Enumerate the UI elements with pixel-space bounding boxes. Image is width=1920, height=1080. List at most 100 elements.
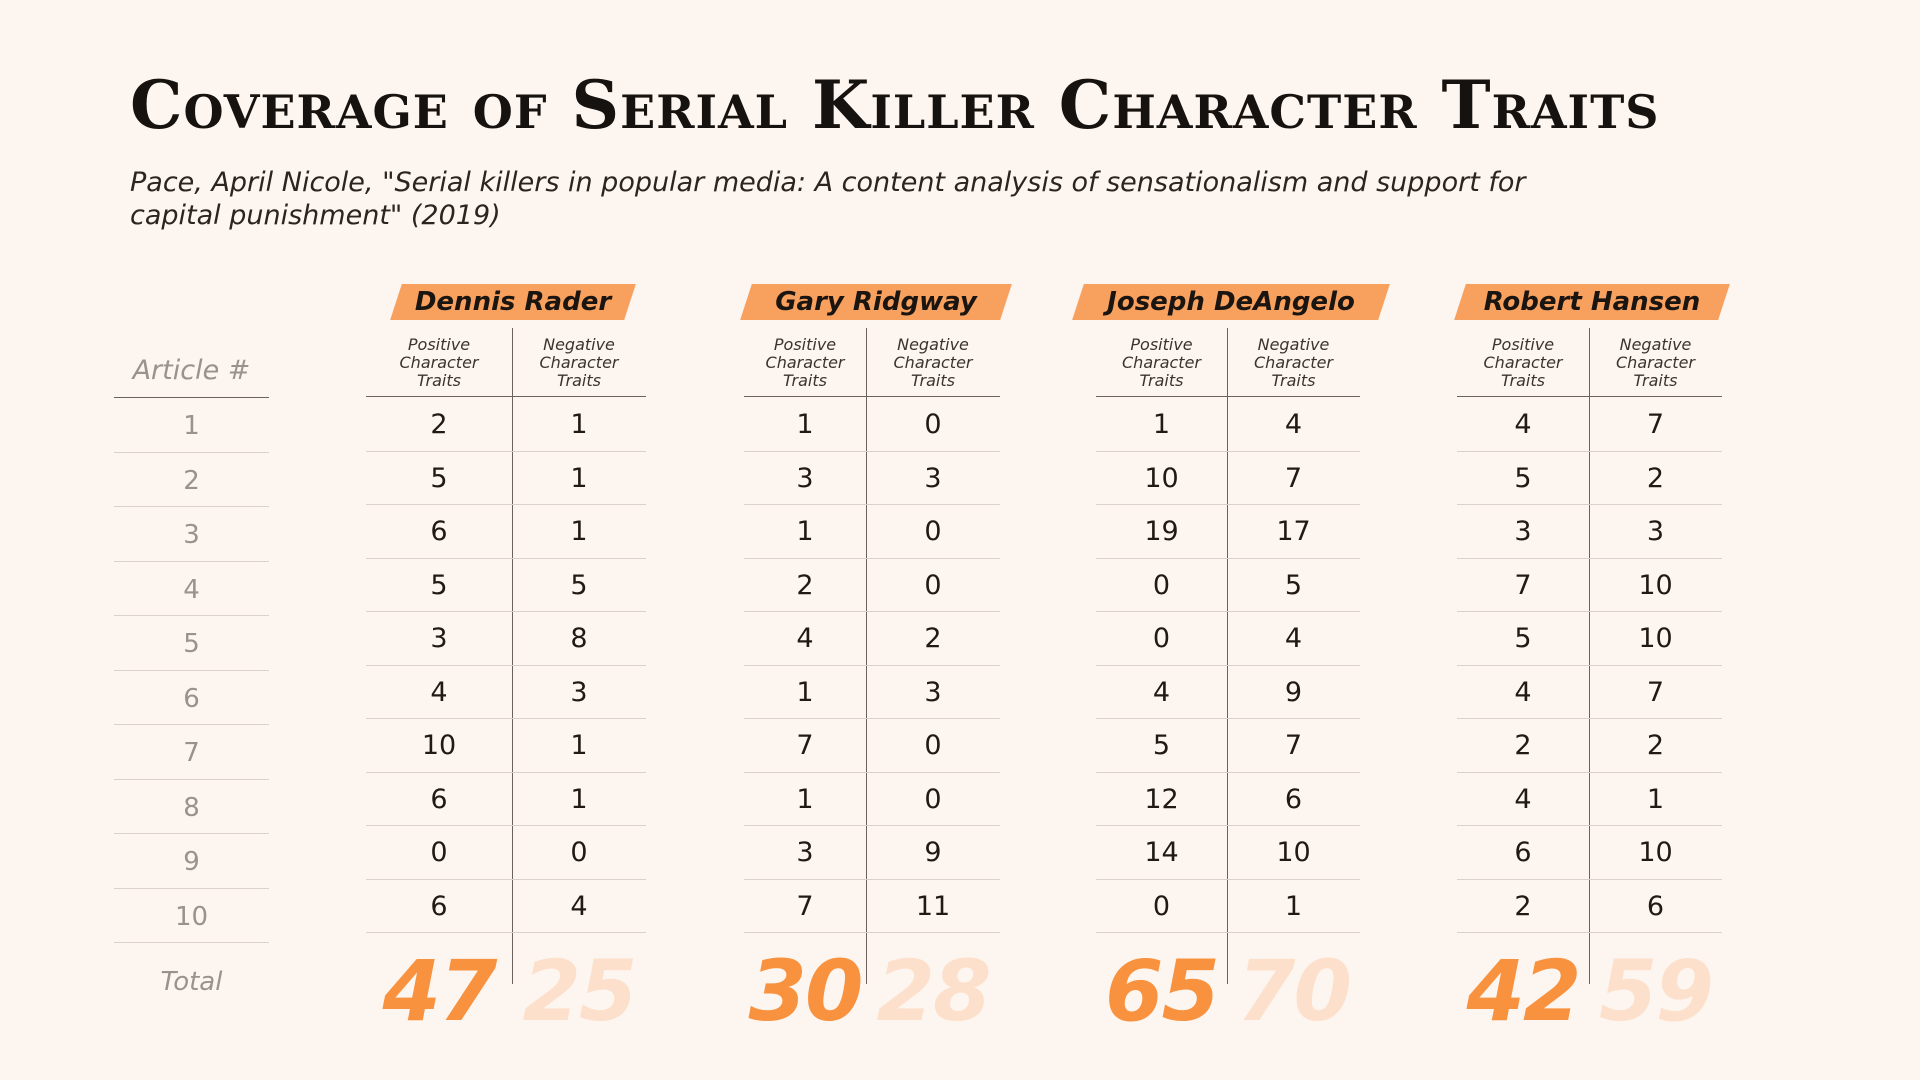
article-number: 10 — [114, 889, 269, 943]
negative-trait-cell: 7 — [1227, 451, 1360, 505]
positive-trait-cell: 3 — [366, 611, 512, 666]
negative-trait-cell: 4 — [512, 879, 646, 933]
negative-trait-cell: 1 — [512, 772, 646, 826]
article-number: 7 — [114, 725, 269, 780]
negative-trait-cell: 0 — [866, 772, 1000, 826]
article-number-list: 1 2 3 4 5 6 7 8 9 10 — [114, 398, 269, 943]
header-rule — [1096, 396, 1360, 397]
article-number: 4 — [114, 562, 269, 616]
article-number: 9 — [114, 834, 269, 889]
positive-trait-cell: 2 — [1457, 718, 1589, 773]
negative-total: 59 — [1599, 942, 1714, 1040]
negative-trait-cell: 6 — [1227, 772, 1360, 826]
killer-name: Robert Hansen — [1483, 287, 1701, 317]
positive-trait-cell: 4 — [366, 665, 512, 719]
column-divider — [1227, 328, 1228, 984]
positive-trait-cell: 7 — [1457, 558, 1589, 612]
page-title: Coverage of Serial Killer Character Trai… — [130, 66, 1660, 144]
negative-trait-cell: 3 — [512, 665, 646, 719]
negative-total: 25 — [522, 942, 638, 1040]
positive-trait-cell: 6 — [366, 879, 512, 933]
negative-trait-cell: 10 — [1589, 558, 1722, 612]
negative-trait-cell: 1 — [512, 504, 646, 559]
positive-traits-header: Positive Character Traits — [1122, 335, 1201, 390]
negative-trait-cell: 7 — [1589, 665, 1722, 719]
negative-total: 70 — [1237, 942, 1352, 1040]
header-rule — [366, 396, 646, 397]
positive-trait-cell: 1 — [744, 665, 866, 719]
negative-trait-cell: 1 — [1227, 879, 1360, 933]
positive-traits-header: Positive Character Traits — [1483, 335, 1563, 390]
negative-trait-cell: 10 — [1227, 825, 1360, 880]
positive-trait-cell: 10 — [366, 718, 512, 773]
positive-trait-cell: 10 — [1096, 451, 1227, 505]
positive-trait-cell: 2 — [744, 558, 866, 612]
positive-total: 65 — [1105, 942, 1220, 1040]
positive-trait-cell: 4 — [1457, 397, 1589, 452]
negative-traits-header: Negative Character Traits — [539, 335, 619, 390]
negative-trait-cell: 2 — [1589, 451, 1722, 505]
article-column: Article # 1 2 3 4 5 6 7 8 9 10 — [114, 345, 269, 943]
positive-trait-cell: 1 — [1096, 397, 1227, 452]
positive-trait-cell: 4 — [1457, 665, 1589, 719]
positive-trait-cell: 1 — [744, 772, 866, 826]
negative-trait-cell: 0 — [512, 825, 646, 880]
column-divider — [866, 328, 867, 984]
positive-total: 30 — [748, 942, 864, 1040]
header-rule — [744, 396, 1000, 397]
negative-trait-cell: 4 — [1227, 397, 1360, 452]
negative-trait-cell: 9 — [866, 825, 1000, 880]
total-label: Total — [160, 967, 223, 997]
negative-traits-header: Negative Character Traits — [893, 335, 973, 390]
positive-trait-cell: 14 — [1096, 825, 1227, 880]
column-divider — [1589, 328, 1590, 984]
positive-trait-cell: 3 — [1457, 504, 1589, 559]
killer-name: Joseph DeAngelo — [1107, 287, 1355, 317]
positive-trait-cell: 6 — [366, 504, 512, 559]
negative-trait-cell: 10 — [1589, 611, 1722, 666]
positive-trait-cell: 5 — [1457, 451, 1589, 505]
positive-trait-cell: 7 — [744, 879, 866, 933]
negative-trait-cell: 7 — [1227, 718, 1360, 773]
negative-trait-cell: 1 — [512, 718, 646, 773]
positive-trait-cell: 4 — [1096, 665, 1227, 719]
negative-trait-cell: 3 — [866, 665, 1000, 719]
negative-trait-cell: 3 — [1589, 504, 1722, 559]
positive-trait-cell: 5 — [366, 451, 512, 505]
negative-trait-cell: 7 — [1589, 397, 1722, 452]
positive-trait-cell: 1 — [744, 504, 866, 559]
article-number: 3 — [114, 507, 269, 562]
positive-trait-cell: 5 — [1096, 718, 1227, 773]
positive-trait-cell: 2 — [366, 397, 512, 452]
column-divider — [512, 328, 513, 984]
positive-trait-cell: 19 — [1096, 504, 1227, 559]
negative-trait-cell: 5 — [512, 558, 646, 612]
negative-trait-cell: 11 — [866, 879, 1000, 933]
negative-trait-cell: 1 — [1589, 772, 1722, 826]
positive-traits-header: Positive Character Traits — [765, 335, 845, 390]
negative-trait-cell: 2 — [1589, 718, 1722, 773]
article-number: 1 — [114, 398, 269, 453]
positive-trait-cell: 7 — [744, 718, 866, 773]
positive-trait-cell: 6 — [1457, 825, 1589, 880]
negative-trait-cell: 4 — [1227, 611, 1360, 666]
positive-traits-header: Positive Character Traits — [399, 335, 479, 390]
killer-name: Gary Ridgway — [775, 287, 977, 317]
positive-trait-cell: 1 — [744, 397, 866, 452]
positive-trait-cell: 6 — [366, 772, 512, 826]
negative-trait-cell: 6 — [1589, 879, 1722, 933]
negative-trait-cell: 17 — [1227, 504, 1360, 559]
negative-trait-cell: 0 — [866, 397, 1000, 452]
negative-trait-cell: 5 — [1227, 558, 1360, 612]
article-number: 8 — [114, 780, 269, 834]
positive-total: 47 — [382, 942, 498, 1040]
negative-trait-cell: 1 — [512, 397, 646, 452]
positive-trait-cell: 0 — [1096, 879, 1227, 933]
positive-trait-cell: 0 — [1096, 558, 1227, 612]
positive-trait-cell: 0 — [366, 825, 512, 880]
negative-traits-header: Negative Character Traits — [1616, 335, 1695, 390]
positive-trait-cell: 3 — [744, 451, 866, 505]
negative-trait-cell: 3 — [866, 451, 1000, 505]
citation-subtitle: Pace, April Nicole, "Serial killers in p… — [130, 167, 1526, 231]
positive-trait-cell: 5 — [366, 558, 512, 612]
